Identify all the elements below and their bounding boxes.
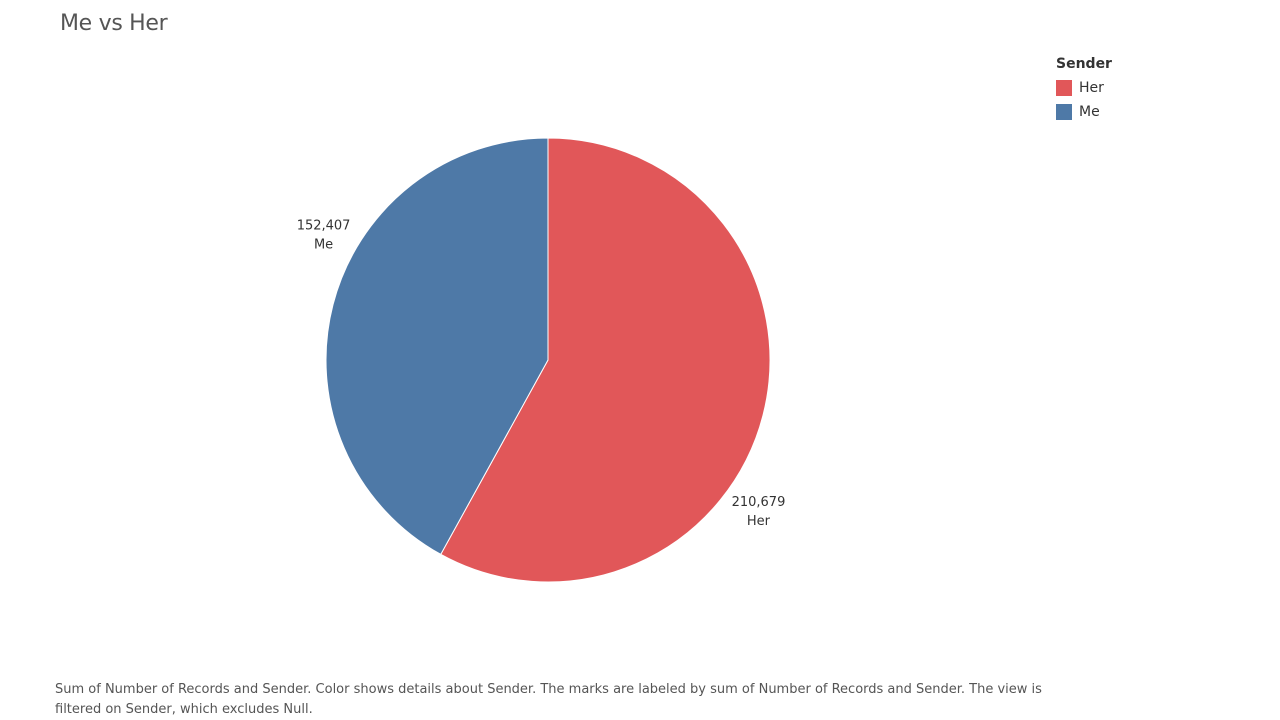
pie-category-label-her: Her — [747, 514, 771, 529]
legend-swatch-me — [1056, 104, 1072, 120]
legend-title: Sender — [1056, 56, 1112, 72]
pie-slice-her[interactable] — [440, 137, 771, 583]
chart-title: Me vs Her — [60, 11, 168, 36]
pie-value-label-me: 152,407 — [297, 219, 351, 234]
pie-value-label-her: 210,679 — [732, 495, 786, 510]
legend-label-me: Me — [1079, 104, 1100, 120]
chart-caption: Sum of Number of Records and Sender. Col… — [55, 682, 1042, 717]
pie-slice-me[interactable] — [325, 137, 549, 556]
legend-item-me[interactable]: Me — [1056, 100, 1112, 124]
legend-swatch-her — [1056, 80, 1072, 96]
legend-item-her[interactable]: Her — [1056, 76, 1112, 100]
pie-category-label-me: Me — [314, 238, 333, 253]
legend: Sender Her Me — [1056, 56, 1112, 124]
legend-label-her: Her — [1079, 80, 1104, 96]
